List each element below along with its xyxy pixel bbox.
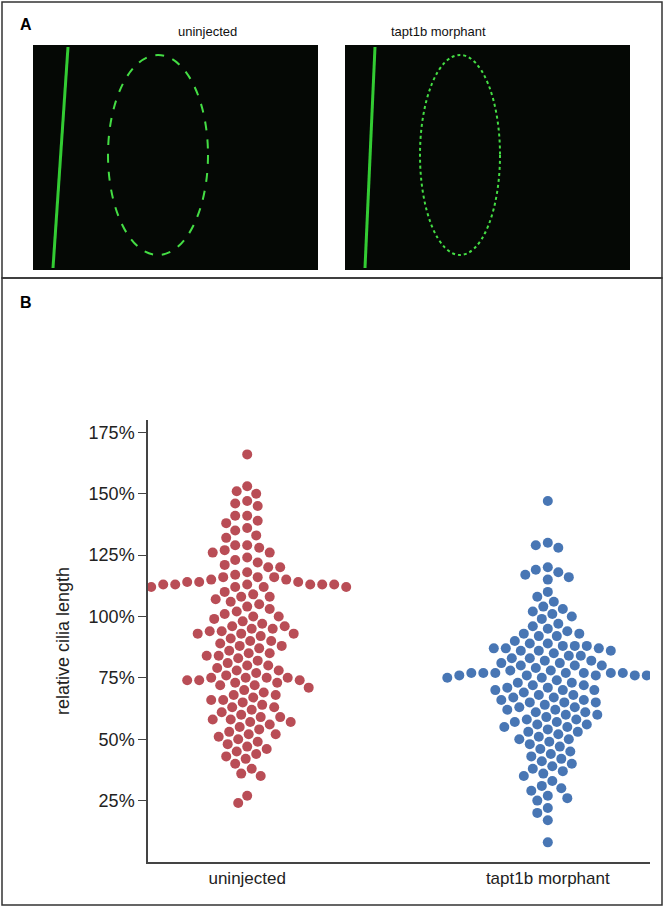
svg-text:100%: 100%	[89, 607, 135, 627]
svg-text:75%: 75%	[99, 668, 135, 688]
svg-text:tapt1b morphant: tapt1b morphant	[486, 869, 610, 888]
svg-text:uninjected: uninjected	[178, 24, 237, 39]
svg-text:A: A	[20, 16, 32, 33]
svg-text:25%: 25%	[99, 791, 135, 811]
svg-text:175%: 175%	[89, 423, 135, 443]
svg-text:uninjected: uninjected	[208, 869, 286, 888]
svg-text:150%: 150%	[89, 484, 135, 504]
svg-text:tapt1b morphant: tapt1b morphant	[391, 24, 486, 39]
svg-text:125%: 125%	[89, 545, 135, 565]
svg-text:B: B	[20, 294, 32, 311]
svg-text:relative cilia length: relative cilia length	[53, 567, 73, 715]
svg-text:50%: 50%	[99, 730, 135, 750]
